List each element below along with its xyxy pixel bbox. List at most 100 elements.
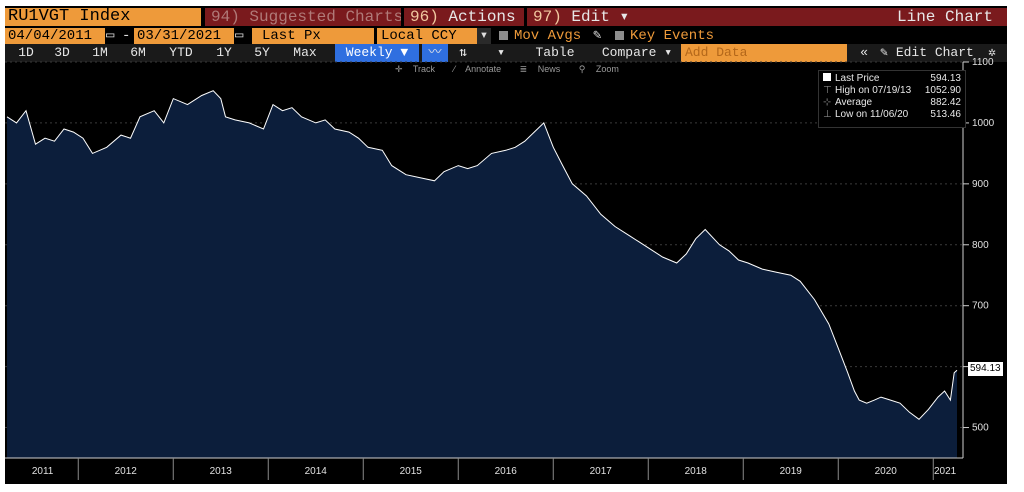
collapse-icon[interactable]: « [860, 45, 868, 60]
key-events-label: Key Events [630, 28, 715, 44]
average-marker-icon: ⊹ [823, 97, 832, 108]
actions-number: 96) [410, 8, 439, 26]
series-line [6, 90, 958, 420]
checkbox-icon [499, 30, 508, 40]
chart-legend: Last Price 594.13 ⊤ High on 07/19/13 1052.9… [818, 70, 966, 128]
chevron-down-icon: ▾ [664, 45, 673, 60]
series-area [7, 90, 957, 458]
legend-high: ⊤ High on 07/19/13 1052.90 [823, 85, 961, 97]
y-tick-label: 900 [972, 179, 989, 190]
y-tick-label: 800 [972, 240, 989, 251]
annotate-label: Annotate [465, 64, 502, 74]
gear-icon[interactable]: ✲ [988, 45, 996, 60]
calendar-icon[interactable]: ▭ [235, 28, 244, 44]
y-tick-label: 700 [972, 301, 989, 312]
period-1y[interactable]: 1Y [216, 45, 232, 60]
suggested-charts-label: Suggested Charts [249, 8, 401, 26]
period-1d[interactable]: 1D [18, 45, 34, 60]
period-3d[interactable]: 3D [54, 45, 70, 60]
suggested-charts-number: 94) [211, 8, 240, 26]
x-tick-label: 2017 [590, 466, 613, 477]
settings-bar: 04/04/2011 ▭ - 03/31/2021 ▭ Last Px Loca… [5, 28, 1007, 44]
bloomberg-chart-window: RU1VGT Index 94) Suggested Charts 96) Ac… [5, 6, 1007, 484]
legend-value: 594.13 [930, 73, 961, 84]
x-tick-label: 2018 [685, 466, 708, 477]
legend-label: Average [835, 97, 873, 108]
field-select[interactable]: Last Px [252, 28, 374, 44]
period-6m[interactable]: 6M [130, 45, 146, 60]
actions-menu[interactable]: 96) Actions ▾ [404, 8, 524, 26]
frequency-select[interactable]: Weekly ▼ [335, 44, 419, 62]
chart-type-dropdown[interactable]: ▾ [481, 44, 521, 62]
legend-value: 513.46 [930, 109, 961, 120]
bar-chart-icon[interactable]: ⇅ [459, 45, 467, 60]
crosshair-icon: ✛ [395, 64, 403, 74]
x-tick-label: 2011 [32, 466, 54, 477]
calendar-icon[interactable]: ▭ [106, 28, 115, 44]
y-tick-label: 500 [972, 423, 989, 434]
x-tick-label: 2020 [875, 466, 898, 477]
pencil-icon[interactable]: ✎ [593, 28, 602, 44]
toolbar: 1D 3D 1M 6M YTD 1Y 5Y Max Weekly ▼ 〰 ⇅ ▾… [5, 44, 1007, 62]
period-1m[interactable]: 1M [92, 45, 108, 60]
x-tick-label: 2015 [400, 466, 423, 477]
edit-number: 97) [533, 8, 562, 26]
zoom-tool[interactable]: ⚲ Zoom [579, 64, 627, 74]
y-tick-label: 1000 [972, 118, 995, 129]
edit-chart-button[interactable]: ✎ Edit Chart [877, 44, 977, 62]
x-tick-label: 2021 [934, 466, 957, 477]
table-button[interactable]: Table [535, 45, 575, 60]
header-bar: RU1VGT Index 94) Suggested Charts 96) Ac… [5, 6, 1007, 28]
start-date-input[interactable]: 04/04/2011 [5, 28, 105, 44]
low-marker-icon: ⊥ [823, 109, 832, 120]
edit-menu[interactable]: 97) Edit ▾ Line Chart [527, 8, 1007, 26]
actions-label: Actions [448, 8, 516, 26]
period-5y[interactable]: 5Y [254, 45, 270, 60]
news-label: News [537, 64, 561, 74]
legend-value: 1052.90 [924, 85, 961, 96]
compare-button[interactable]: Compare ▾ [595, 44, 679, 62]
legend-label: High on 07/19/13 [835, 85, 912, 96]
mov-avgs-toggle[interactable]: Mov Avgs [499, 28, 609, 44]
security-field[interactable]: RU1VGT Index [5, 8, 201, 26]
magnifier-icon: ⚲ [578, 64, 586, 74]
chevron-down-icon[interactable]: ▾ [477, 28, 491, 44]
period-max[interactable]: Max [293, 45, 317, 60]
edit-label: Edit [571, 8, 610, 26]
legend-average: ⊹ Average 882.42 [823, 97, 961, 109]
currency-select[interactable]: Local CCY [377, 28, 477, 44]
chevron-down-icon: ▾ [619, 8, 630, 26]
compare-label: Compare [601, 45, 657, 60]
line-chart-icon[interactable]: 〰 [422, 44, 448, 62]
chart-tools: ✛ Track ⁄ Annotate ≣ News ⚲ Zoom [395, 64, 635, 76]
frequency-label: Weekly [345, 45, 393, 60]
pencil-icon: ✎ [880, 45, 888, 60]
x-tick-label: 2014 [305, 466, 328, 477]
annotate-icon: ⁄ [453, 64, 456, 74]
legend-value: 882.42 [930, 97, 961, 108]
mov-avgs-label: Mov Avgs [514, 28, 582, 44]
news-tool[interactable]: ≣ News [520, 64, 569, 74]
last-price-label: 594.13 [968, 362, 1003, 376]
zoom-label: Zoom [595, 64, 619, 74]
chevron-down-icon: ▾ [497, 45, 505, 60]
track-label: Track [412, 64, 436, 74]
date-separator: - [122, 28, 131, 44]
price-chart[interactable]: 5006007008009001000110020112012201320142… [5, 6, 1007, 484]
page-title: Line Chart [896, 8, 993, 26]
annotate-tool[interactable]: ⁄ Annotate [454, 64, 510, 74]
key-events-toggle[interactable]: Key Events [615, 28, 745, 44]
track-tool[interactable]: ✛ Track [395, 64, 443, 74]
period-ytd[interactable]: YTD [169, 45, 193, 60]
legend-swatch [823, 73, 831, 81]
suggested-charts-menu[interactable]: 94) Suggested Charts [205, 8, 401, 26]
y-tick-label: 1100 [972, 57, 994, 68]
news-icon: ≣ [519, 64, 528, 74]
chevron-down-icon: ▼ [400, 45, 409, 60]
end-date-input[interactable]: 03/31/2021 [134, 28, 234, 44]
x-tick-label: 2016 [495, 466, 518, 477]
legend-low: ⊥ Low on 11/06/20 513.46 [823, 109, 961, 121]
legend-label: Low on 11/06/20 [835, 109, 909, 120]
x-tick-label: 2012 [115, 466, 138, 477]
add-data-input[interactable]: Add Data [681, 44, 847, 62]
